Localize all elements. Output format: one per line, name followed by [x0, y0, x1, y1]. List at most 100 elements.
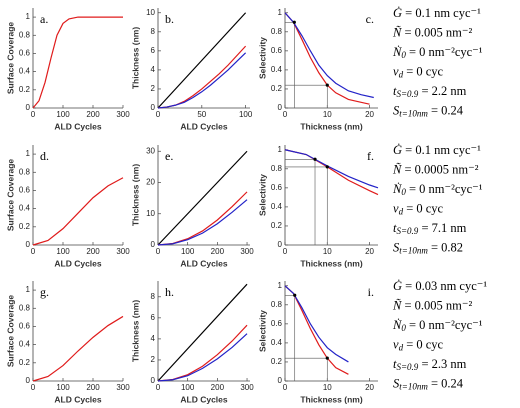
parameter-symbol: Ṅ: [392, 182, 402, 196]
parameter-line: Ġ = 0.1 nm cyc⁻¹: [393, 142, 481, 157]
parameter-symbol: Ñ: [392, 162, 402, 176]
parameter-line: Ñ = 0.005 nm⁻²: [392, 298, 472, 312]
x-tick-label: 200: [86, 247, 100, 256]
y-tick-label: 0.6: [271, 183, 283, 192]
series-line: [284, 149, 379, 196]
y-tick-label: 0: [26, 376, 31, 385]
parameter-line: Ñ = 0.005 nm⁻²: [392, 25, 472, 39]
parameter-subscript: t=10nm: [399, 109, 428, 119]
reference-point: [292, 20, 296, 24]
parameter-line: St=10nm = 0.24: [393, 376, 464, 391]
parameter-value: = 0 nm⁻²cyc⁻¹: [406, 182, 483, 196]
y-tick-label: 0.6: [271, 46, 283, 55]
parameter-value: = 0.03 nm cyc⁻¹: [402, 279, 487, 293]
x-tick-label: 300: [116, 247, 130, 256]
parameter-value: = 2.2 nm: [418, 84, 466, 98]
parameter-value: = 0.005 nm⁻²: [401, 25, 472, 39]
parameter-subscript: d: [399, 343, 404, 353]
x-axis-title: ALD Cycles: [180, 121, 228, 131]
x-tick-label: 300: [116, 110, 130, 119]
y-tick-label: 0.2: [271, 357, 283, 366]
parameter-line: νd = 0 cyc: [393, 64, 444, 79]
parameter-symbol: S: [393, 240, 400, 254]
y-axis-title: Thickness (nm): [130, 164, 140, 227]
series-line: [284, 12, 370, 105]
series-line: [32, 315, 124, 382]
x-tick-label: 100: [181, 247, 195, 256]
parameter-line: tS=0.9 = 2.3 nm: [393, 357, 467, 372]
y-tick-label: 0.2: [19, 85, 31, 94]
parameter-symbol: Ñ: [392, 298, 402, 312]
y-tick-label: 0.8: [271, 164, 283, 173]
x-tick-label: 100: [181, 383, 195, 392]
parameter-symbol: ν: [393, 64, 399, 78]
y-tick-label: 1: [278, 8, 283, 17]
parameter-value: = 0.005 nm⁻²: [401, 298, 472, 312]
x-tick-label: 0: [283, 383, 288, 392]
series-line: [157, 283, 248, 382]
y-tick-label: 4: [151, 334, 156, 343]
x-tick-label: 0: [156, 110, 161, 119]
y-tick-label: 2: [151, 84, 156, 93]
y-axis-title: Selectivity: [257, 174, 267, 216]
series-line: [284, 149, 379, 189]
parameter-line: Ġ = 0.03 nm cyc⁻¹: [393, 278, 487, 293]
parameter-symbol: S: [393, 103, 400, 117]
y-tick-label: 6: [151, 46, 156, 55]
x-tick-label: 0: [283, 110, 288, 119]
reference-point: [325, 356, 329, 360]
x-tick-label: 0: [156, 247, 161, 256]
series-line: [284, 12, 374, 99]
y-tick-label: 0: [278, 240, 283, 249]
x-axis-title: Thickness (nm): [300, 394, 363, 404]
y-tick-label: 0: [26, 240, 31, 249]
series-line: [157, 199, 248, 246]
y-tick-label: 1: [26, 149, 31, 158]
y-axis-title: Thickness (nm): [130, 300, 140, 363]
x-tick-label: 50: [197, 110, 206, 119]
y-axis-title: Surface Coverage: [5, 22, 15, 95]
x-tick-label: 300: [116, 383, 130, 392]
parameter-line: tS=0.9 = 2.2 nm: [393, 84, 467, 99]
parameter-symbol: Ṅ: [392, 318, 402, 332]
y-tick-label: 1: [278, 145, 283, 154]
parameter-symbol: t: [393, 357, 397, 371]
x-tick-label: 20: [365, 110, 374, 119]
x-axis-title: Thickness (nm): [300, 258, 363, 268]
parameter-value: = 0.24: [428, 103, 464, 117]
y-axis-title: Selectivity: [257, 310, 267, 352]
parameter-symbol: Ṅ: [392, 45, 402, 59]
y-tick-label: 4: [151, 65, 156, 74]
reference-point: [325, 165, 329, 169]
x-axis-title: ALD Cycles: [54, 394, 102, 404]
parameter-symbol: t: [393, 84, 397, 98]
parameter-subscript: S=0.9: [396, 89, 418, 99]
y-tick-label: 0.4: [271, 202, 283, 211]
series-line: [157, 191, 248, 246]
y-tick-label: 0.6: [271, 319, 283, 328]
parameter-line: Ġ = 0.1 nm cyc⁻¹: [393, 5, 481, 20]
x-tick-label: 200: [211, 383, 225, 392]
y-tick-label: 6: [151, 313, 156, 322]
parameter-subscript: S=0.9: [396, 362, 418, 372]
x-tick-label: 300: [240, 247, 254, 256]
parameter-subscript: 0: [401, 50, 406, 60]
x-tick-label: 20: [365, 247, 374, 256]
y-axis-title: Surface Coverage: [5, 159, 15, 232]
series-line: [32, 177, 124, 246]
reference-point: [313, 157, 317, 161]
y-tick-label: 0.2: [19, 222, 31, 231]
parameter-value: = 0 cyc: [403, 337, 443, 351]
y-tick-label: 0: [278, 376, 283, 385]
y-tick-label: 8: [151, 27, 156, 36]
panel-label: a.: [40, 12, 48, 26]
parameter-symbol: t: [393, 221, 397, 235]
parameter-value: = 0.82: [428, 240, 463, 254]
parameter-line: St=10nm = 0.24: [393, 103, 464, 118]
y-tick-label: 0.8: [271, 300, 283, 309]
series-line: [32, 16, 123, 109]
y-tick-label: 20: [146, 178, 155, 187]
reference-point: [293, 293, 297, 297]
parameter-subscript: t=10nm: [399, 382, 428, 392]
